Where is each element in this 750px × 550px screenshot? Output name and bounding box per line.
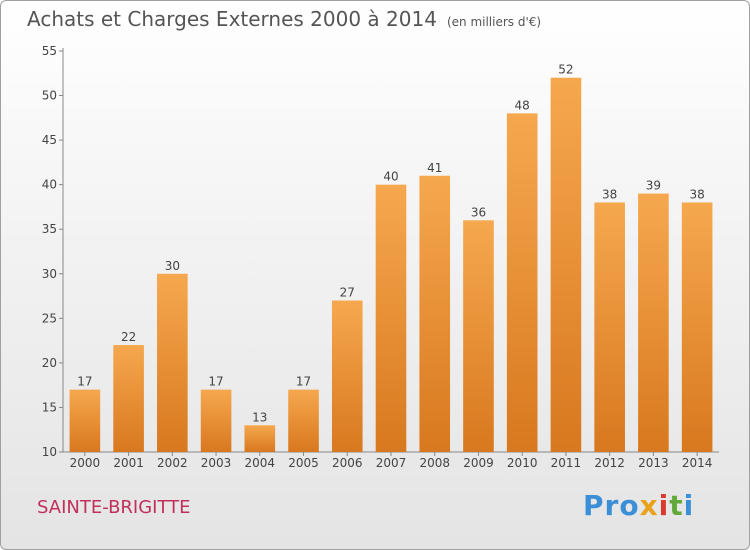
x-tick-label: 2008 [419,456,450,470]
bar-value-label: 38 [602,187,617,201]
axes: 10 15 20 25 30 35 40 45 50 55 2000 2001 2002 2003 2004… [42,44,719,470]
y-tick-label: 50 [42,89,57,103]
place-name: SAINTE-BRIGITTE [37,497,191,518]
x-tick-label: 2007 [376,456,407,470]
bar [331,300,363,452]
y-tick-label: 25 [42,311,57,325]
bar [157,273,188,452]
y-tick-label: 40 [42,178,57,192]
bar [288,389,319,452]
bar-value-label: 48 [515,98,530,112]
bar-chart: 10 15 20 25 30 35 40 45 50 55 2000 2001 2002 2003 2004… [42,44,719,470]
bar [244,425,276,452]
chart-title: Achats et Charges Externes 2000 à 2014 (e… [27,7,541,31]
logo-part-1: Pro [583,489,640,522]
y-tick-label: 55 [42,44,57,58]
chart-title-text: Achats et Charges Externes 2000 à 2014 [27,7,437,31]
x-tick-label: 2003 [201,456,232,470]
y-tick-label: 15 [42,400,57,414]
x-tick-label: 2001 [113,456,144,470]
bar-value-label: 39 [646,179,661,193]
bar-value-label: 27 [340,286,355,300]
bar [638,193,669,453]
logo-part-5: i [683,489,695,522]
x-tick-label: 2014 [682,456,713,470]
x-tick-label: 2011 [551,456,582,470]
x-tick-label: 2012 [594,456,625,470]
bar [550,77,582,452]
bar [69,389,101,452]
chart-subtitle: (en milliers d'€) [446,15,542,29]
bar-value-label: 17 [77,375,92,389]
bar-value-label: 41 [427,161,442,175]
bars [69,77,713,453]
bar [375,184,407,452]
logo-part-2: x [639,489,659,522]
logo-part-4: t [669,489,684,522]
bar-value-label: 30 [165,259,180,273]
bar-value-label: 13 [252,410,267,424]
bar [594,202,625,452]
bar [506,113,538,452]
x-tick-label: 2009 [463,456,494,470]
bar [681,202,713,452]
bar-value-label: 40 [383,170,398,184]
bar [463,220,494,452]
bar-value-label: 36 [471,205,486,219]
x-tick-label: 2000 [70,456,101,470]
data-labels: 17 22 30 17 13 17 27 40 41 36 48 52 38 39 38 [77,63,705,425]
y-tick-label: 35 [42,222,57,236]
bar [113,345,144,452]
x-tick-label: 2013 [638,456,669,470]
bar [200,389,232,452]
bar [419,175,451,452]
bar-value-label: 17 [296,375,311,389]
x-tick-label: 2010 [507,456,538,470]
x-tick-label: 2004 [245,456,276,470]
y-tick-label: 30 [42,267,57,281]
y-tick-label: 45 [42,133,57,147]
y-tick-label: 10 [42,445,57,459]
x-tick-label: 2006 [332,456,363,470]
proxiti-logo: Proxiti [583,489,694,522]
bar-value-label: 22 [121,330,136,344]
bar-value-label: 52 [558,63,573,77]
bar-value-label: 38 [689,187,704,201]
logo-part-3: i [658,489,670,522]
y-tick-label: 20 [42,356,57,370]
bar-value-label: 17 [208,375,223,389]
x-tick-label: 2002 [157,456,188,470]
x-tick-label: 2005 [288,456,319,470]
